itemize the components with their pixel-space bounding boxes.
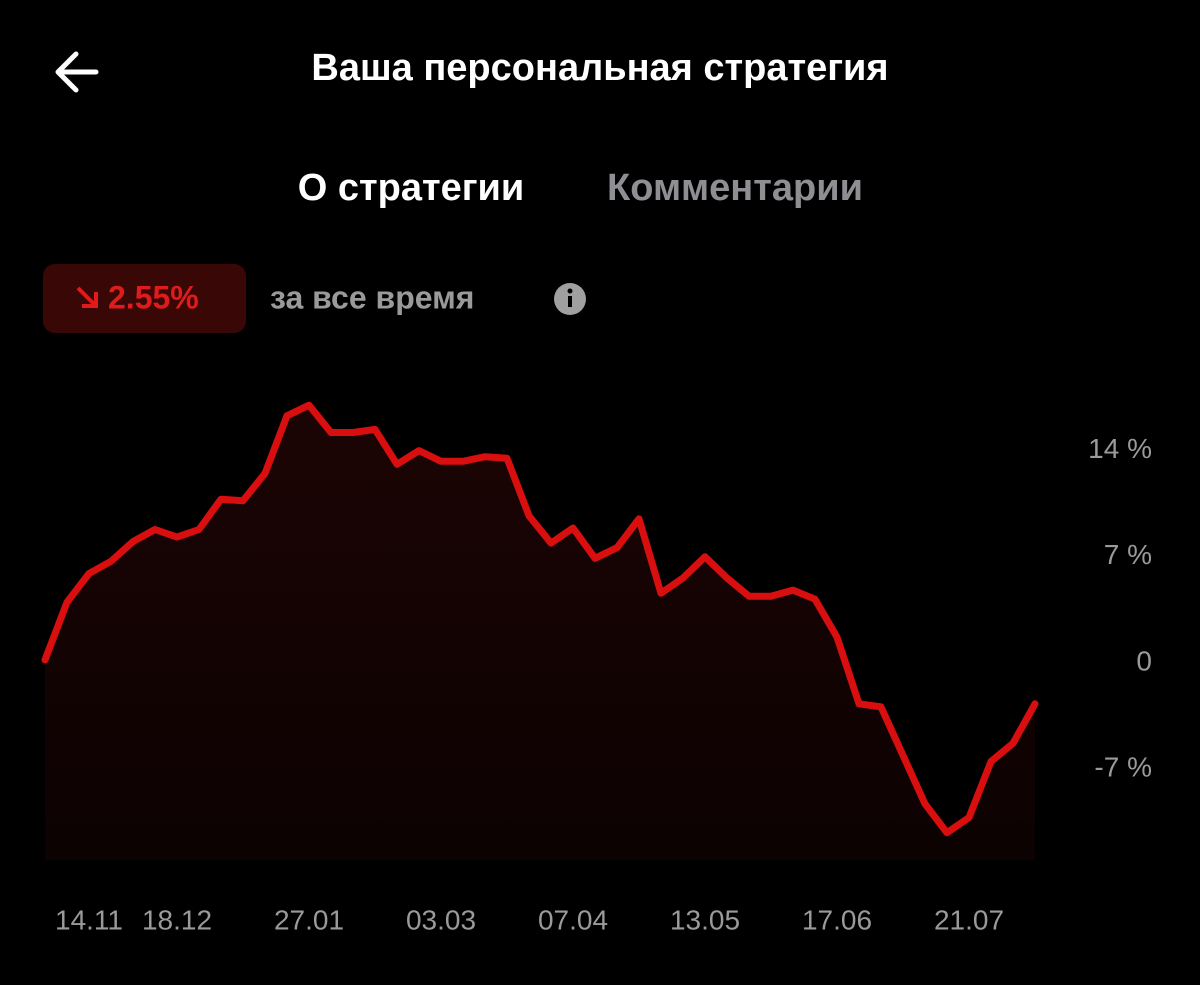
info-icon-dot[interactable] — [567, 288, 573, 294]
area — [45, 405, 1035, 860]
y-tick-label: -7 % — [1094, 751, 1152, 782]
change-badge — [43, 264, 246, 333]
period-label: за все время — [270, 279, 474, 315]
x-tick-label: 27.01 — [274, 904, 344, 935]
x-tick-label: 14.11 — [55, 904, 123, 935]
back-arrow[interactable] — [55, 51, 99, 93]
info-button[interactable] — [554, 283, 586, 315]
info-icon-stem[interactable] — [568, 296, 572, 307]
line — [41, 401, 1039, 837]
y-tick-label: 14 % — [1088, 433, 1152, 464]
chart: 14 % 7 % 0 -7 % 14.11 18.12 27.01 03.03 07.04 13.… — [41, 401, 1152, 935]
tab-active[interactable]: О стратегии — [298, 167, 525, 209]
down-arrow-icon — [76, 286, 98, 308]
x-tick-label: 17.06 — [802, 904, 872, 935]
back-button[interactable] — [55, 51, 99, 93]
x-tick-label: 21.07 — [934, 904, 1004, 935]
x-tick-label: 13.05 — [670, 904, 740, 935]
change-value: 2.55% — [108, 279, 199, 315]
y-tick-label: 0 — [1136, 645, 1152, 676]
tab[interactable]: Комментарии — [607, 167, 863, 209]
x-tick-label: 18.12 — [142, 904, 212, 935]
page-title: Ваша персональная стратегия — [311, 47, 888, 89]
x-tick-label: 03.03 — [406, 904, 476, 935]
x-tick-label: 07.04 — [538, 904, 608, 935]
y-tick-label: 7 % — [1104, 539, 1152, 570]
